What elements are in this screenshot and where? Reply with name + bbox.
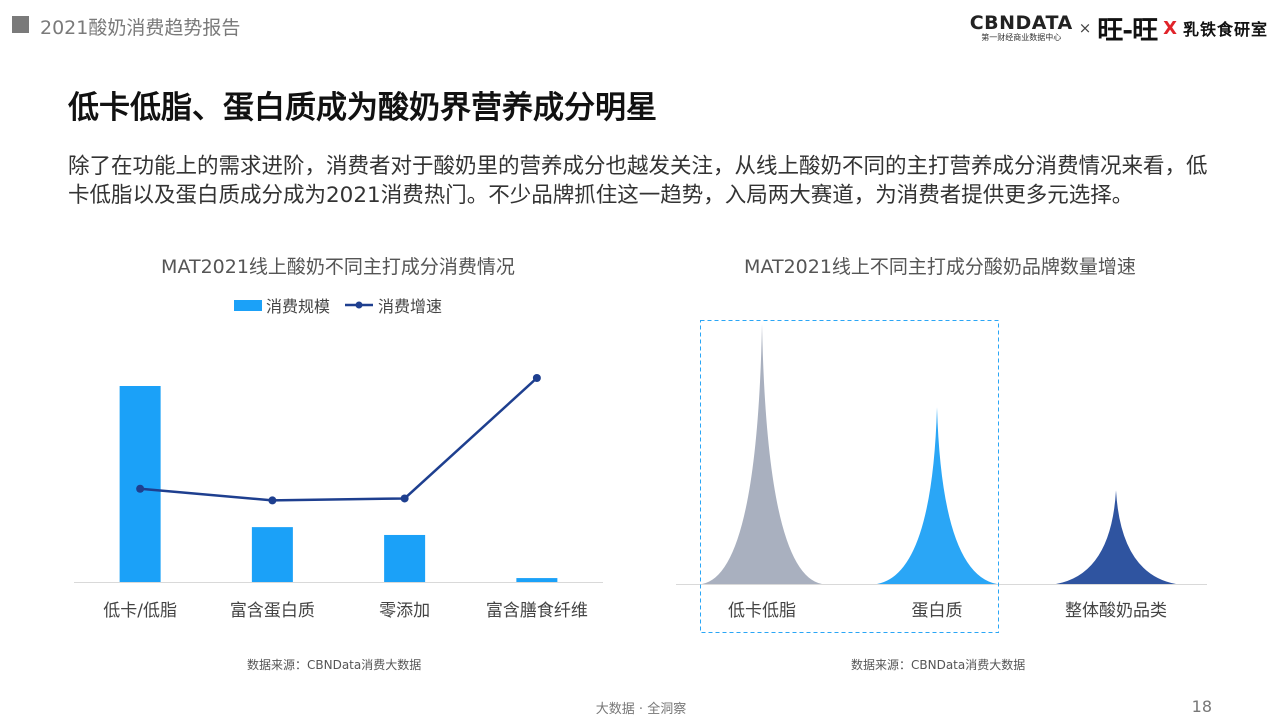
x-tick-label-0: 低卡/低脂 <box>103 601 177 621</box>
intro-paragraph: 除了在功能上的需求进阶，消费者对于酸奶里的营养成分也越发关注，从线上酸奶不同的主… <box>68 154 1208 208</box>
cbndata-logo: CBNDATA 第一财经商业数据中心 <box>970 13 1073 43</box>
logo-area: CBNDATA 第一财经商业数据中心 × 旺-旺 X 乳铁食研室 <box>970 8 1268 48</box>
chart1-title: MAT2021线上酸奶不同主打成分消费情况 <box>161 256 515 278</box>
main-title: 低卡低脂、蛋白质成为酸奶界营养成分明星 <box>68 90 657 126</box>
lab-logo: 乳铁食研室 <box>1182 20 1268 39</box>
header-square <box>12 16 29 33</box>
growth-point-3 <box>532 374 541 382</box>
legend-bar-label: 消费规模 <box>266 297 331 316</box>
growth-line <box>140 377 538 502</box>
legend-line-swatch <box>345 301 374 309</box>
legend-item-line: 消费增速 <box>344 293 442 317</box>
bar-2 <box>384 534 426 582</box>
x-tick-label-2: 零添加 <box>379 601 430 621</box>
chart1-source: 数据来源：CBNData消费大数据 <box>247 658 422 672</box>
page-number: 18 <box>1191 697 1212 716</box>
chart2-title: MAT2021线上不同主打成分酸奶品牌数量增速 <box>744 256 1136 278</box>
footer-tagline: 大数据 · 全洞察 <box>595 702 687 717</box>
logo-times-1: × <box>1078 19 1092 37</box>
x-tick-label-1: 富含蛋白质 <box>230 601 315 621</box>
growth-point-1 <box>268 496 277 505</box>
wangwang-logo: 旺-旺 <box>1097 15 1158 46</box>
chart2-source: 数据来源：CBNData消费大数据 <box>851 658 1026 672</box>
legend-line-label: 消费增速 <box>378 297 443 316</box>
cbndata-logo-text: CBNDATA <box>969 12 1073 34</box>
bar-3 <box>516 578 558 582</box>
bar-0 <box>119 386 161 582</box>
chart1-legend: 消费规模 消费增速 <box>234 293 442 317</box>
bar-1 <box>251 527 293 582</box>
x-tick-label-3: 富含膳食纤维 <box>486 601 588 621</box>
cbndata-logo-subtext: 第一财经商业数据中心 <box>981 33 1062 42</box>
growth-point-2 <box>400 494 409 503</box>
legend-item-bar: 消费规模 <box>234 293 330 317</box>
legend-bar-swatch <box>234 299 262 311</box>
growth-point-0 <box>136 484 145 493</box>
logo-times-2: X <box>1163 17 1177 39</box>
report-title: 2021酸奶消费趋势报告 <box>40 17 241 39</box>
